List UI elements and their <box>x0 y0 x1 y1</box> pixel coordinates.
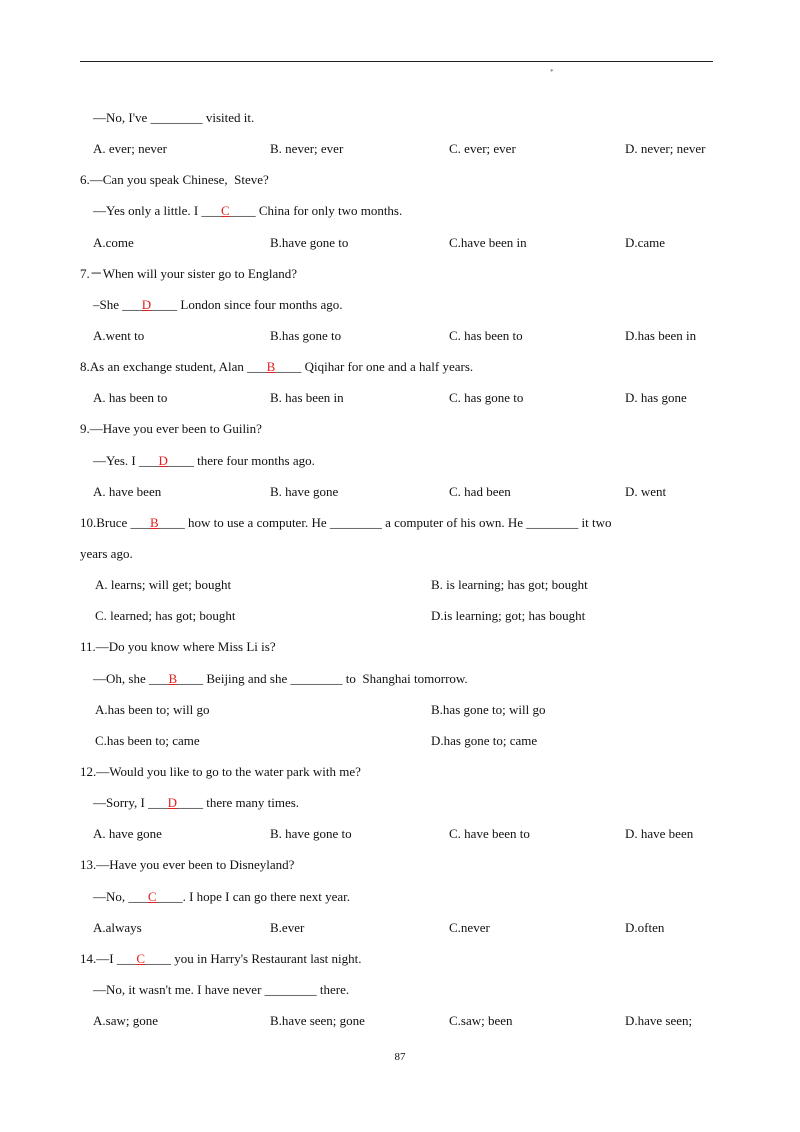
option: A. have been <box>93 483 162 499</box>
question-line: 14.—I ___C____ you in Harry's Restaurant… <box>80 951 361 967</box>
option: D. never; never <box>625 141 706 157</box>
text-line: 13.—Have you ever been to Disneyland? <box>80 857 295 873</box>
option: D.has been in <box>625 327 697 343</box>
option: B.has gone to <box>270 327 342 343</box>
answer: C <box>147 888 157 904</box>
option: B.has gone to; will go <box>431 701 546 717</box>
text-line: 7.－When will your sister go to England? <box>80 265 297 281</box>
option: D. has gone <box>625 390 687 406</box>
text: ____ Qiqihar for one and a half years. <box>275 359 474 375</box>
option: B.have gone to <box>270 234 349 250</box>
text: —Oh, she ___ <box>93 670 169 686</box>
option: B. is learning; has got; bought <box>431 577 588 593</box>
option: D.is learning; got; has bought <box>431 608 586 624</box>
option: A. ever; never <box>93 141 167 157</box>
option: D.have seen; <box>625 1013 693 1029</box>
text: ____ China for only two months. <box>229 203 403 219</box>
option: B. have gone <box>270 483 339 499</box>
option: A.always <box>93 919 142 935</box>
header-mark: * <box>550 68 554 76</box>
text-line: —No, I've ________ visited it. <box>93 110 255 125</box>
text: 14.—I ___ <box>80 950 137 966</box>
question-line: 10.Bruce ___B____ how to use a computer.… <box>80 515 611 531</box>
option: C. learned; has got; bought <box>95 608 236 624</box>
text: ____ London since four months ago. <box>151 296 343 312</box>
text-line: 12.—Would you like to go to the water pa… <box>80 763 361 779</box>
option: D. have been <box>625 826 694 842</box>
option: C. has been to <box>449 327 523 343</box>
option: B. has been in <box>270 390 344 406</box>
option: C. ever; ever <box>449 141 516 157</box>
option: D.often <box>625 919 665 935</box>
text-line: 11.—Do you know where Miss Li is? <box>80 639 276 655</box>
option: B. never; ever <box>270 141 344 157</box>
option: B.ever <box>270 919 305 935</box>
option: A.has been to; will go <box>95 701 210 717</box>
question-line: —Yes. I ___D____ there four months ago. <box>93 453 315 469</box>
question-line: —No, ___C____. I hope I can go there nex… <box>93 889 350 905</box>
question-line: —Yes only a little. I ___C____ China for… <box>93 203 402 219</box>
text: 8.As an exchange student, Alan ___ <box>80 359 267 375</box>
answer: B <box>266 359 276 375</box>
text: ____ how to use a computer. He ________ … <box>158 514 612 530</box>
text: ____. I hope I can go there next year. <box>156 888 351 904</box>
answer: D <box>158 452 168 468</box>
option: A.saw; gone <box>93 1013 158 1029</box>
answer: D <box>167 795 178 811</box>
option: C. had been <box>449 483 511 499</box>
option: B.have seen; gone <box>270 1013 365 1029</box>
option: A. have gone <box>93 826 162 842</box>
option: C.saw; been <box>449 1013 513 1029</box>
text: —Yes only a little. I ___ <box>93 203 221 219</box>
option: B. have gone to <box>270 826 352 842</box>
text-line: years ago. <box>80 545 133 561</box>
option: A. learns; will get; bought <box>95 577 232 593</box>
page-number: 87 <box>394 1051 406 1063</box>
text-line: 6.—Can you speak Chinese, Steve? <box>80 172 269 188</box>
text: —Sorry, I ___ <box>93 795 168 811</box>
option: C.never <box>449 919 490 935</box>
answer: D <box>141 296 152 312</box>
option: D.has gone to; came <box>431 732 538 748</box>
answer: C <box>220 203 230 219</box>
option: C.have been in <box>449 234 527 250</box>
text-line: —No, it wasn't me. I have never ________… <box>93 981 350 997</box>
answer: B <box>150 514 159 530</box>
option: C. has gone to <box>449 390 524 406</box>
text-line: 9.—Have you ever been to Guilin? <box>80 421 262 437</box>
question-line: 8.As an exchange student, Alan ___B____ … <box>80 359 473 375</box>
text: –She ___ <box>93 296 142 312</box>
text: ____ there many times. <box>177 795 300 811</box>
text: ____ Beijing and she ________ to Shangha… <box>177 670 468 686</box>
header-rule <box>80 61 713 62</box>
question-line: —Oh, she ___B____ Beijing and she ______… <box>93 671 468 687</box>
question-line: –She ___D____ London since four months a… <box>93 297 343 313</box>
option: C.has been to; came <box>95 732 200 748</box>
option: A. has been to <box>93 390 168 406</box>
text: —No, ___ <box>93 888 148 904</box>
option: D. went <box>625 483 667 499</box>
text: —Yes. I ___ <box>93 452 159 468</box>
option: A.come <box>93 234 134 250</box>
answer: B <box>168 670 178 686</box>
question-line: —Sorry, I ___D____ there many times. <box>93 795 299 811</box>
option: D.came <box>625 234 666 250</box>
text: ____ there four months ago. <box>167 452 315 468</box>
text: 10.Bruce ___ <box>80 514 151 530</box>
option: A.went to <box>93 327 145 343</box>
text: ____ you in Harry's Restaurant last nigh… <box>145 950 362 966</box>
answer: C <box>136 950 146 966</box>
option: C. have been to <box>449 826 530 842</box>
